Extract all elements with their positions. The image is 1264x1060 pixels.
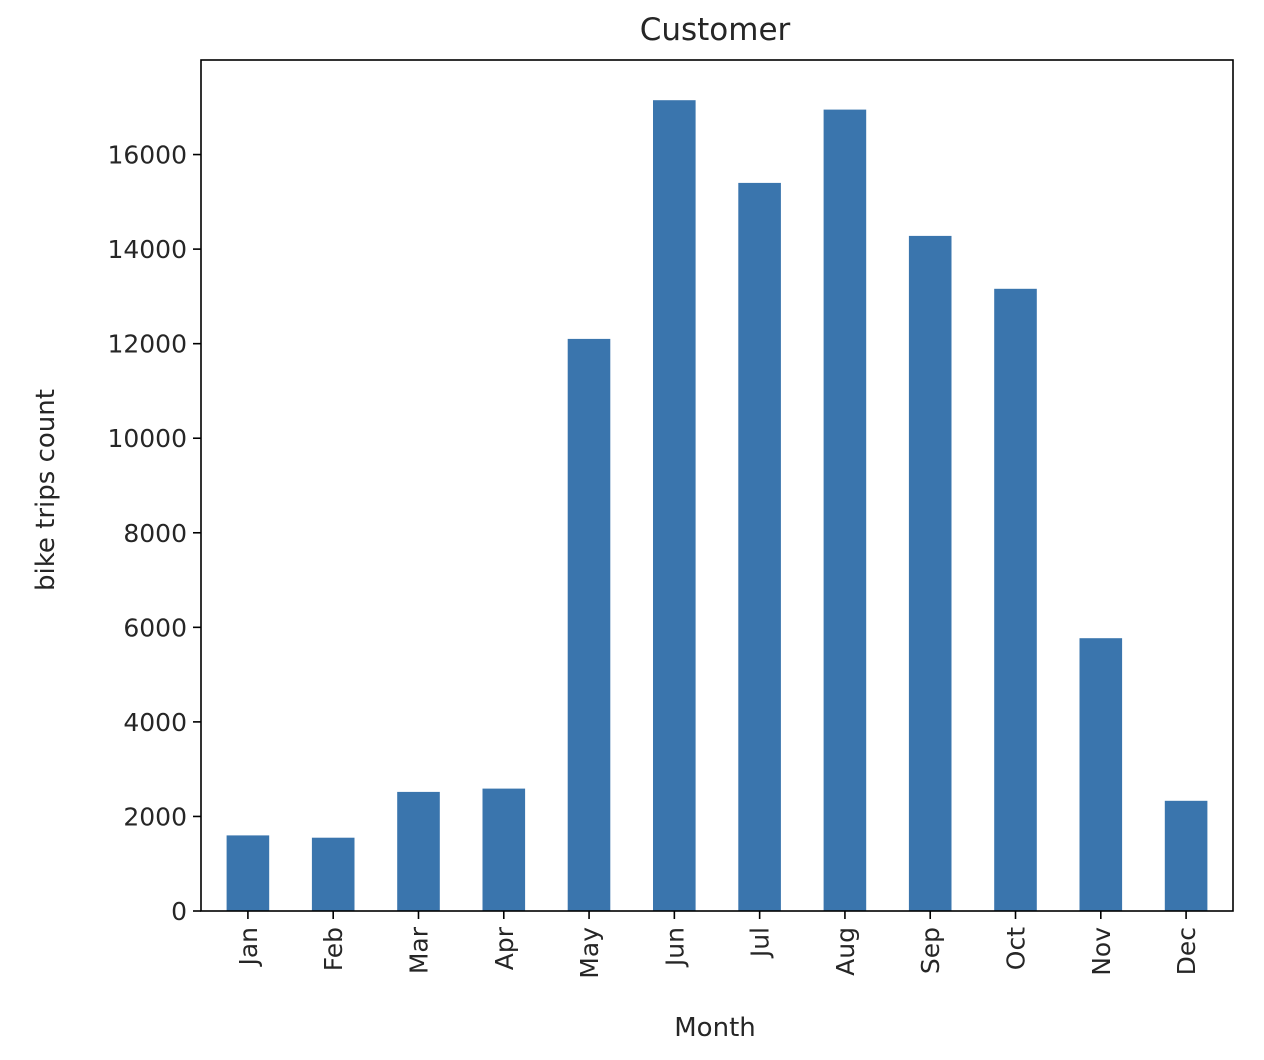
bar-may (567, 338, 611, 911)
y-tick-label: 12000 (107, 330, 187, 359)
bar-oct (994, 288, 1037, 911)
y-tick-label: 6000 (123, 613, 187, 642)
plot-frame (200, 59, 1234, 912)
bar-jan (226, 835, 270, 911)
x-axis-label: Month (674, 1013, 756, 1043)
bar-apr (482, 788, 526, 911)
x-tick-label-mar: Mar (405, 926, 434, 974)
x-tick-label-oct: Oct (1002, 927, 1031, 970)
bar-mar (397, 791, 440, 911)
x-tick-label-aug: Aug (831, 927, 860, 976)
x-tick-label-dec: Dec (1172, 927, 1201, 975)
y-axis-label: bike trips count (31, 389, 61, 591)
x-tick-label-nov: Nov (1087, 927, 1116, 976)
bar-nov (1079, 638, 1123, 911)
x-tick-label-jul: Jul (746, 927, 775, 959)
bar-sep (908, 235, 952, 911)
y-tick-label: 4000 (123, 708, 187, 737)
x-tick-label-feb: Feb (319, 927, 348, 971)
x-tick-label-sep: Sep (916, 927, 945, 974)
chart-title: Customer (640, 12, 791, 48)
y-axis-ticks: 0 2000 4000 6000 8000 10000 12000 14000 16000 (107, 141, 201, 926)
bar-jul (738, 182, 781, 911)
bar-jun (653, 100, 696, 911)
y-tick-label: 10000 (107, 424, 187, 453)
bar-feb (311, 837, 355, 911)
x-tick-label-jan: Jan (234, 927, 263, 968)
y-tick-label: 2000 (123, 802, 187, 831)
y-tick-label: 14000 (107, 235, 187, 264)
bars-group (226, 100, 1208, 912)
x-tick-label-may: May (575, 927, 604, 979)
bar-dec (1164, 800, 1208, 911)
y-tick-label: 0 (171, 897, 187, 926)
y-tick-label: 16000 (107, 141, 187, 170)
x-tick-label-apr: Apr (490, 926, 519, 970)
x-axis-ticks: Jan Feb Mar Apr May Jun Jul Aug Sep Oct Nov Dec (234, 911, 1201, 979)
y-tick-label: 8000 (123, 519, 187, 548)
bar-aug (823, 109, 867, 912)
x-tick-label-jun: Jun (660, 927, 689, 968)
